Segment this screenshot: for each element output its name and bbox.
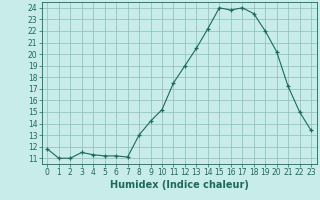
X-axis label: Humidex (Indice chaleur): Humidex (Indice chaleur): [110, 180, 249, 190]
